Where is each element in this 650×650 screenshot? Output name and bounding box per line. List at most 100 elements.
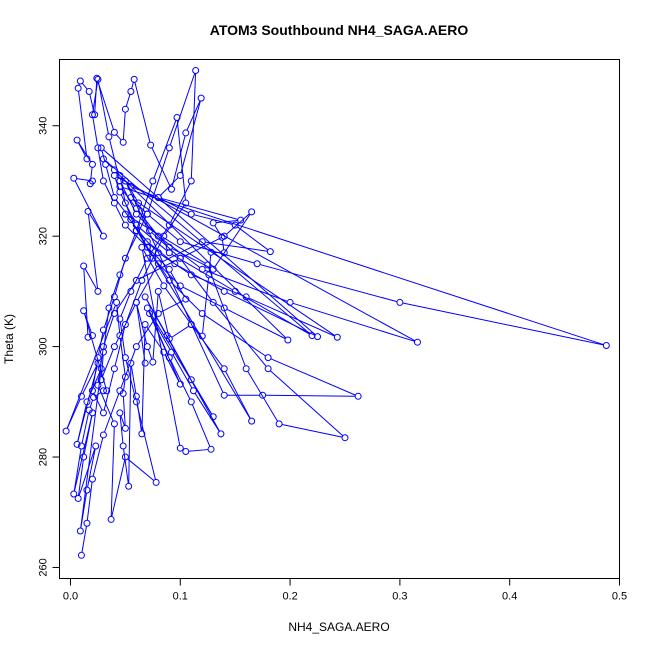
data-point: [121, 199, 129, 207]
data-point: [264, 354, 272, 362]
data-point: [121, 453, 129, 461]
data-point: [110, 309, 118, 317]
data-point: [259, 391, 267, 399]
data-point: [110, 365, 118, 373]
series-segment: [136, 183, 153, 228]
series-segment: [131, 260, 147, 289]
data-point: [154, 309, 162, 317]
series-segment: [114, 178, 120, 190]
data-point: [88, 160, 96, 168]
data-point: [77, 442, 85, 450]
series-segment: [73, 448, 82, 492]
series-segment: [128, 366, 132, 484]
data-point: [97, 376, 105, 384]
series-segment: [188, 449, 209, 452]
data-point: [116, 271, 124, 279]
x-tick-label: 0.5: [612, 591, 627, 603]
data-point: [168, 348, 175, 356]
series-segment: [214, 225, 221, 235]
data-point: [207, 248, 215, 256]
data-point: [99, 409, 107, 417]
data-point: [187, 210, 195, 218]
data-point: [154, 287, 162, 295]
y-axis: 260 280 300 320 340: [38, 117, 60, 577]
series-segment: [204, 314, 266, 357]
series-segment: [247, 371, 279, 422]
data-point: [110, 420, 118, 428]
data-point: [80, 453, 88, 461]
series-segment: [114, 327, 126, 366]
data-point: [127, 194, 135, 202]
series-segment: [160, 177, 179, 196]
data-point: [119, 390, 127, 398]
data-point: [333, 333, 341, 341]
data-point: [187, 376, 195, 384]
data-point: [209, 219, 217, 227]
data-point: [341, 434, 349, 442]
series-segment: [66, 305, 116, 429]
data-point: [132, 276, 140, 284]
series-segment: [202, 277, 210, 334]
series-segment: [160, 300, 184, 313]
series-segment: [103, 316, 114, 344]
series-segment: [89, 94, 95, 112]
data-point: [77, 551, 85, 559]
data-point: [73, 440, 81, 448]
series-segment: [83, 268, 89, 335]
series-segment: [66, 398, 81, 429]
data-point: [147, 141, 155, 149]
data-point: [165, 221, 173, 229]
data-point: [314, 333, 322, 341]
series-segment: [115, 282, 136, 312]
series-segment: [97, 150, 104, 179]
data-point: [182, 129, 190, 137]
series-segment: [81, 412, 90, 444]
series-segment: [111, 459, 126, 517]
series-segment: [226, 292, 316, 336]
data-point: [173, 113, 181, 121]
series-segment: [204, 269, 288, 302]
series-segment: [89, 400, 94, 408]
data-point: [121, 105, 129, 113]
series-segment: [92, 437, 104, 477]
data-point: [189, 387, 197, 395]
series-segment: [402, 302, 604, 346]
data-point: [110, 171, 118, 179]
series-segment: [191, 404, 211, 447]
series-segment: [170, 360, 191, 400]
series-segment: [134, 82, 151, 143]
series-segment: [281, 424, 343, 438]
series-layer: [62, 67, 610, 559]
series-segment: [292, 302, 415, 342]
series-segment: [138, 226, 168, 252]
series-segment: [101, 349, 114, 378]
series-segment: [138, 232, 157, 251]
data-point: [80, 262, 88, 270]
data-point: [130, 75, 138, 83]
series-segment: [126, 183, 138, 201]
data-point: [74, 84, 82, 92]
data-point: [143, 254, 151, 262]
data-point: [121, 424, 129, 432]
data-point: [231, 221, 239, 229]
series-segment: [205, 241, 268, 252]
series-segment: [123, 448, 129, 484]
data-point: [152, 478, 160, 486]
y-tick-label: 280: [38, 448, 50, 466]
data-point: [73, 136, 81, 144]
data-point: [83, 155, 91, 163]
series-segment: [171, 135, 186, 187]
data-point: [396, 298, 404, 306]
series-segment: [270, 358, 356, 396]
data-point: [84, 333, 92, 341]
data-point: [165, 265, 173, 273]
series-segment: [80, 371, 102, 529]
data-point: [94, 75, 102, 83]
series-segment: [221, 240, 225, 250]
series-segment: [94, 81, 98, 112]
series-segment: [84, 268, 97, 290]
data-point: [284, 336, 292, 344]
series-segment: [160, 253, 190, 274]
data-point: [187, 321, 195, 329]
series-segment: [81, 526, 87, 553]
